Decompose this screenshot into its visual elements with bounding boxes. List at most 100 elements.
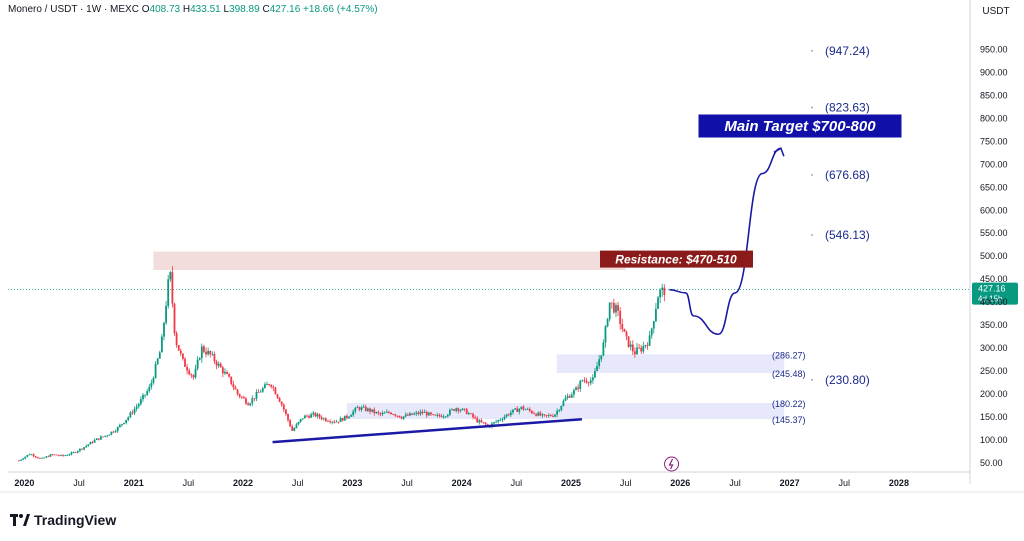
candle-body (314, 412, 317, 417)
candle-body (463, 408, 466, 410)
projection-path (669, 147, 782, 336)
x-tick-label: Jul (839, 478, 851, 488)
candle-body (270, 385, 273, 387)
candle-body (543, 414, 546, 416)
y-tick-label: 750.00 (980, 136, 1008, 146)
candle-body (661, 287, 664, 291)
x-tick-label: 2023 (342, 478, 362, 488)
candle-body (430, 412, 432, 415)
candle-body (228, 374, 231, 377)
candle-body (121, 424, 123, 425)
candle-body (156, 358, 159, 365)
candle-body (110, 431, 113, 435)
candle-body (182, 353, 184, 359)
candle-body (341, 418, 344, 421)
candle-body (629, 344, 632, 347)
candle-body (293, 428, 296, 431)
y-tick-label: 850.00 (980, 90, 1008, 100)
candle-body (528, 408, 531, 411)
candle-body (198, 358, 201, 360)
candle-body (303, 415, 306, 419)
candle-body (200, 346, 203, 359)
y-tick-label: 300.00 (980, 343, 1008, 353)
price-tag (972, 282, 1018, 305)
candle-body (390, 412, 392, 415)
candle-body (524, 409, 527, 411)
candle-body (146, 391, 149, 395)
brand-name: TradingView (34, 512, 117, 528)
upper-support-zone (556, 354, 785, 374)
candle-body (573, 390, 575, 395)
lower-support-zone (346, 403, 785, 420)
price-tag-value: 427.16 (978, 284, 1006, 294)
y-tick-label: 700.00 (980, 159, 1008, 169)
candle-body (76, 451, 79, 453)
candle-body (640, 347, 643, 352)
resistance-label: Resistance: $470-510 (615, 253, 737, 267)
candle-body (591, 377, 594, 381)
candle-body (26, 454, 29, 457)
candle-body (139, 399, 142, 405)
target-label-box (697, 113, 903, 139)
brand-logo[interactable]: TradingView (10, 512, 116, 528)
candle-body (434, 414, 437, 416)
candle-body (394, 414, 397, 416)
candle-body (81, 448, 83, 450)
candle-body (373, 409, 376, 414)
candle-body (297, 421, 300, 425)
candle-body (657, 297, 659, 309)
y-tick-label: 800.00 (980, 113, 1008, 123)
candle-body (163, 322, 165, 337)
candle-body (179, 350, 182, 354)
fib-level-label: (676.68) (825, 168, 870, 182)
candle-body (530, 410, 533, 414)
candle-body (51, 454, 54, 456)
candle-body (566, 396, 569, 398)
candle-body (495, 421, 498, 423)
candle-body (137, 404, 140, 407)
candle-body (266, 384, 268, 385)
level-dot (811, 49, 813, 52)
candle-body (53, 454, 56, 456)
high-label: H (182, 4, 191, 15)
candle-body (501, 419, 504, 421)
candle-body (57, 455, 60, 457)
candle-body (49, 454, 52, 457)
axis-unit-selector[interactable]: USDT (982, 6, 1010, 17)
candle-body (78, 448, 81, 452)
candle-body (385, 411, 388, 413)
candle-body (142, 394, 144, 400)
candle-body (232, 384, 235, 388)
level-dot (811, 234, 813, 236)
fib-level-label: (823.63) (825, 101, 870, 115)
y-tick-label: 950.00 (980, 45, 1008, 55)
candle-body (388, 411, 390, 413)
candle-body (415, 412, 418, 414)
candle-body (655, 308, 657, 322)
candle-body (125, 419, 128, 423)
candle-body (461, 408, 464, 411)
candle-body (60, 454, 62, 456)
candle-body (369, 408, 371, 412)
candle-body (221, 367, 224, 374)
support-trendline (272, 417, 583, 444)
event-icon[interactable] (664, 456, 680, 472)
candle-body (55, 454, 58, 456)
candle-body (219, 363, 222, 368)
candle-body (160, 336, 163, 353)
price-tag-countdown: 4d 15h (978, 295, 1002, 304)
candle-body (503, 416, 506, 420)
candle-body (226, 371, 228, 375)
candle-body (377, 412, 380, 414)
candle-body (280, 401, 283, 405)
candle-body (205, 351, 207, 355)
candle-body (289, 420, 292, 427)
y-tick-label: 200.00 (980, 389, 1008, 399)
candle-body (249, 403, 252, 406)
candle-body (253, 398, 256, 400)
resistance-label-box (600, 250, 753, 268)
candle-body (34, 456, 37, 458)
fib-level-label: (947.24) (825, 44, 870, 58)
candle-body (459, 410, 462, 411)
